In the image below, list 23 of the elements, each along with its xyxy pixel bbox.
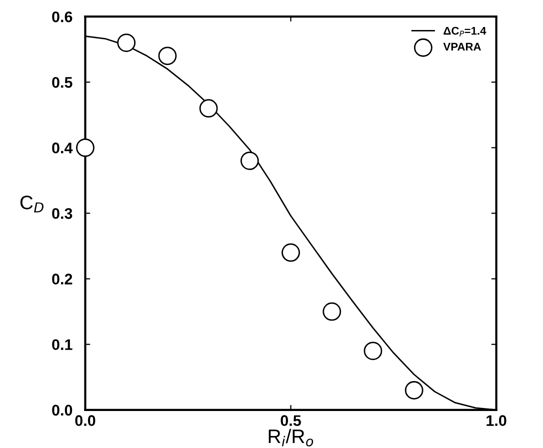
- point: [76, 138, 94, 157]
- point: [322, 302, 342, 321]
- y-tick-label: 0.0: [52, 404, 72, 416]
- point: [199, 99, 218, 118]
- x-axis-title: R$_{i}$/R$_{o}$: [268, 428, 314, 446]
- y-tick-label: 0.3: [52, 208, 72, 219]
- legend-label: ΔC$_{P}$=1.4: [444, 26, 486, 36]
- point: [158, 46, 177, 66]
- y-tick-label: 0.6: [52, 11, 72, 22]
- y-tick-label: 0.5: [52, 77, 72, 88]
- point: [117, 34, 136, 52]
- point: [282, 243, 300, 262]
- y-tick-label: 0.4: [52, 142, 73, 154]
- legend-label: VPARA: [443, 42, 481, 51]
- point: [240, 152, 259, 170]
- point: [364, 342, 382, 360]
- y-axis-title: C$_{D}$: [20, 196, 44, 212]
- y-tick-label: 0.2: [52, 274, 72, 284]
- x-tick-label: 1.0: [486, 415, 506, 426]
- point: [404, 381, 424, 400]
- x-tick-label: 0.0: [75, 415, 96, 426]
- y-tick-label: 0.1: [52, 339, 72, 350]
- x-tick-label: 0.5: [280, 415, 301, 426]
